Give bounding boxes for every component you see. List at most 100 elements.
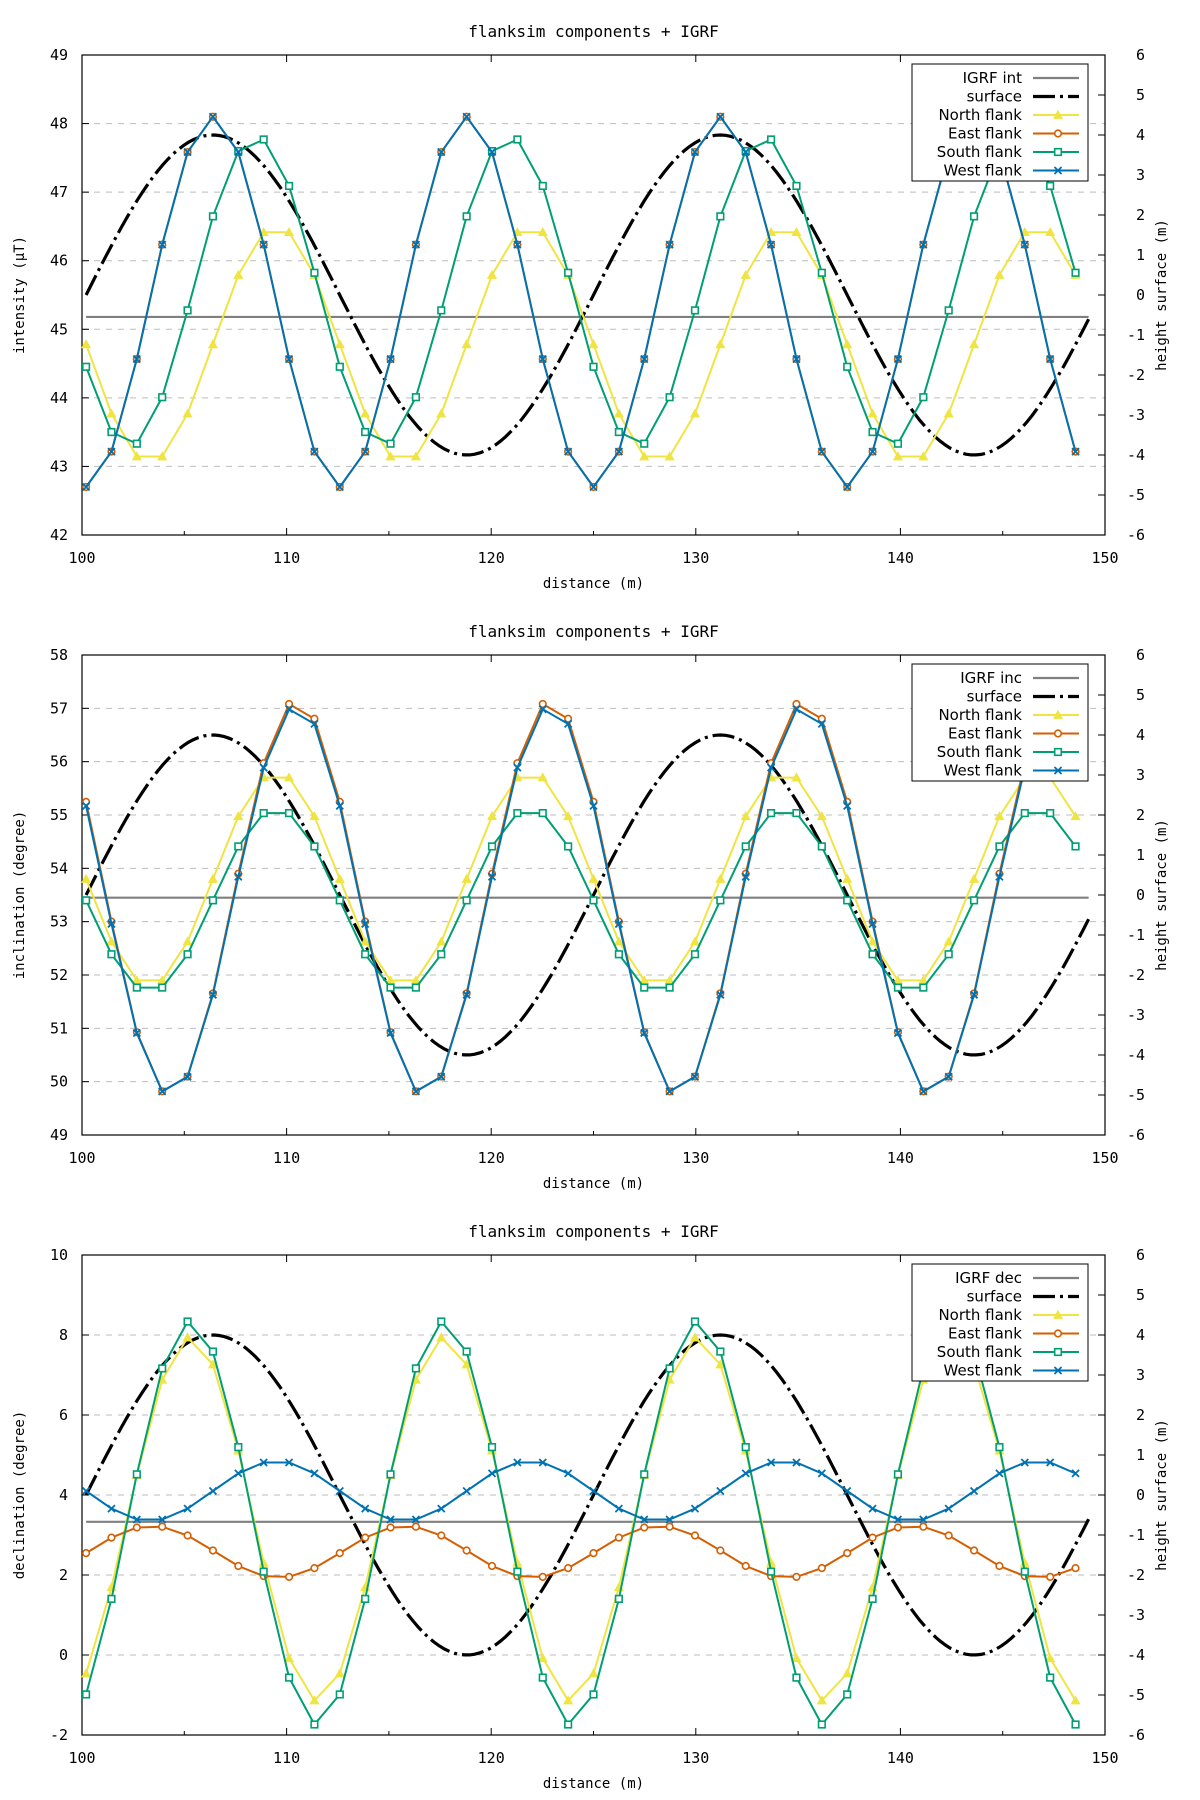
west-flank-point [1020,1458,1029,1467]
legend-marker-north-flank [1052,109,1064,119]
south-flank-point [437,950,446,959]
east-flank-point [538,1572,547,1582]
west-flank-point [716,1486,725,1496]
west-flank-point [640,354,649,364]
y-tick-label: 8 [59,1326,68,1344]
west-flank-point [766,240,776,249]
west-flank-point [843,1486,852,1496]
north-flank-point [334,873,345,883]
west-flank-point [919,240,928,249]
south-flank-point [107,427,116,437]
west-flank-point [81,801,91,810]
west-flank-point [310,447,319,456]
south-flank-point [513,1567,522,1576]
y2-tick-label: 3 [1136,1366,1145,1384]
south-flank-point [487,1443,497,1452]
legend-label-east-flank: East flank [948,725,1022,743]
y2-tick-label: -5 [1127,1086,1145,1104]
east-flank-point [817,714,826,723]
south-flank-point [183,1317,192,1326]
y2-tick-label: -2 [1127,966,1145,984]
y2-tick-label: 2 [1136,1406,1145,1424]
east-flank-point [437,1531,446,1540]
north-flank-point [486,811,498,821]
y-axis-label: declination (degree) [12,1411,28,1580]
north-flank-point [842,339,853,349]
south-flank-point [564,268,573,277]
west-flank-point [893,354,903,364]
north-flank-point [486,269,498,279]
legend-marker-east-flank [1053,1329,1063,1338]
y2-tick-label: 2 [1136,206,1145,224]
east-flank-point [335,1549,344,1558]
south-flank-point [1046,181,1055,191]
legend-label-north-flank: North flank [938,106,1022,124]
west-flank-point [310,719,319,728]
legend-label-igrf: IGRF int [963,69,1023,87]
west-flank-point [437,1504,446,1513]
south-flank-point [690,950,700,959]
surface-line [84,733,1091,1057]
legend-marker-west-flank [1053,766,1063,775]
x-tick-label: 130 [682,1749,709,1767]
east-flank-point [234,1561,243,1571]
south-flank-point [513,808,522,818]
west-flank-point [513,240,522,249]
legend-label-west-flank: West flank [944,162,1023,180]
south-flank-point [817,842,826,851]
x-tick-label: 130 [682,1149,709,1167]
west-flank-point [893,1028,903,1038]
west-flank-point [817,447,826,456]
south-flank-point [741,1443,750,1452]
west-flank-point [183,147,192,157]
west-flank-point [234,872,243,881]
east-flank-point [640,1523,649,1532]
west-flank-point [919,1515,928,1524]
legend-label-north-flank: North flank [938,1306,1022,1324]
north-flank-point [81,873,92,883]
north-flank-point [715,339,726,349]
y2-tick-label: -1 [1127,926,1145,944]
west-flank-point [158,1087,167,1096]
south-flank-point [513,135,522,144]
north-flank-point [613,936,624,946]
north-flank-point [81,1668,92,1678]
south-flank-point [969,212,979,221]
south-flank-point [868,950,877,959]
south-flank-point [665,1364,674,1373]
y2-tick-label: -1 [1127,326,1145,344]
surface-line [84,133,1091,457]
west-flank-point [107,447,116,456]
north-flank-point [157,451,168,461]
east-flank-point [310,714,319,723]
east-flank-point [1071,1564,1080,1573]
legend-marker-north-flank [1052,709,1064,719]
south-flank-point [487,842,497,851]
south-flank-point [81,362,91,371]
south-flank-point [234,1443,243,1452]
y-tick-label: 48 [50,115,68,133]
south-flank-point [995,842,1004,851]
west-flank-point [614,1504,624,1513]
north-flank-point [284,226,295,237]
north-flank-point [994,811,1005,821]
north-flank-point [613,408,624,418]
south-flank-point [766,135,776,144]
south-flank-point [766,1567,776,1576]
south-flank-point [614,950,623,959]
north-flank-point [715,1359,726,1369]
south-flank-point [132,983,141,992]
north-flank-point [588,339,599,349]
north-flank-point [816,811,827,821]
y2-axis-label: height surface (m) [1154,219,1170,371]
north-flank-point [969,339,980,349]
north-flank-point [537,226,548,237]
north-flank-point [563,811,574,821]
south-flank-point [843,896,852,905]
north-flank-point [182,936,193,946]
north-flank-point [334,339,345,349]
north-flank-point [410,451,421,461]
x-tick-label: 120 [478,1749,505,1767]
y2-tick-label: 4 [1136,1326,1145,1344]
south-flank-point [107,950,116,959]
